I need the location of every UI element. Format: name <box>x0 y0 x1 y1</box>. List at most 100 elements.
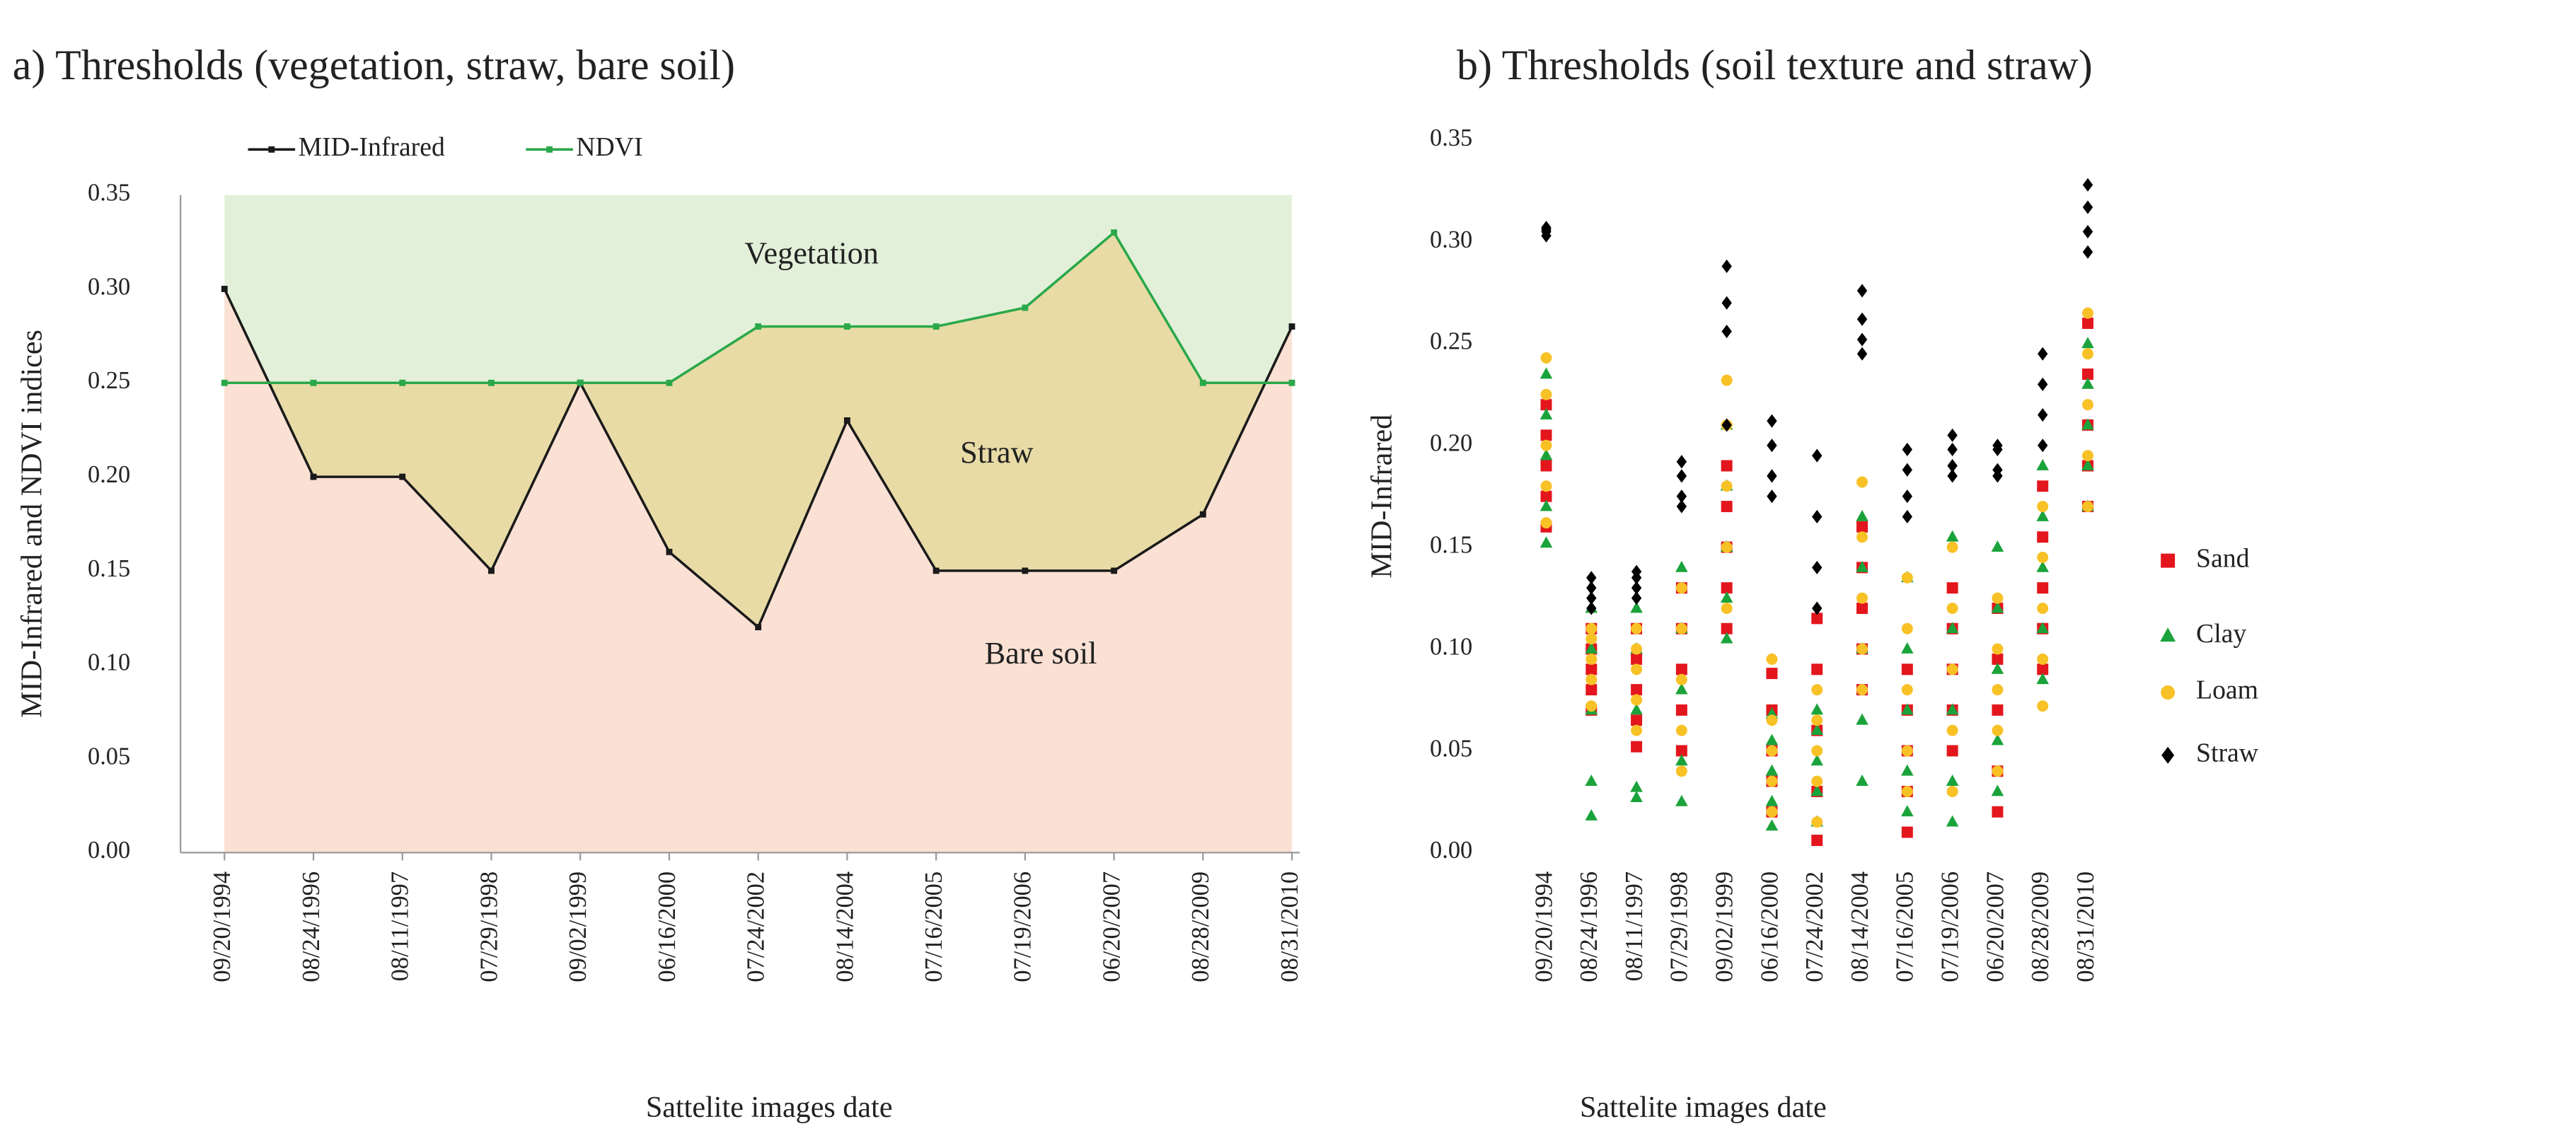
point <box>1540 439 1552 451</box>
y-tick-label: 0.00 <box>1430 837 1472 864</box>
point <box>1540 407 1553 419</box>
point <box>2037 347 2048 361</box>
point <box>1540 399 1552 411</box>
point <box>1675 582 1687 594</box>
point <box>1631 564 1642 579</box>
point <box>1902 442 1912 457</box>
point <box>1856 775 1869 786</box>
point <box>1811 816 1823 828</box>
point <box>1992 463 2003 477</box>
point <box>2037 480 2049 492</box>
point <box>1992 765 2004 777</box>
point <box>1288 323 1295 330</box>
point <box>1812 560 1823 574</box>
point <box>1675 704 1687 716</box>
legend-label: Clay <box>2196 619 2246 649</box>
x-tick-label: 07/19/2006 <box>1010 871 1036 982</box>
panel-b: b) Thresholds (soil texture and straw) 0.… <box>1365 42 2259 1124</box>
point <box>1540 388 1552 400</box>
x-tick-label: 09/02/1999 <box>1711 871 1738 982</box>
point <box>1856 476 1869 488</box>
point <box>1630 703 1643 715</box>
point <box>2036 458 2049 470</box>
point <box>1586 633 1598 645</box>
point <box>1288 379 1295 386</box>
point <box>1721 324 1732 339</box>
point <box>1991 540 2004 552</box>
point <box>1540 490 1552 502</box>
y-tick-label: 0.35 <box>1430 124 1472 151</box>
x-tick-label: 07/29/1998 <box>1666 871 1693 982</box>
point <box>488 567 495 574</box>
point <box>1901 684 1913 696</box>
point <box>1631 663 1643 676</box>
point <box>1631 622 1643 634</box>
point <box>1585 775 1598 786</box>
point <box>2036 509 2049 521</box>
point <box>1856 560 1869 572</box>
point <box>1676 455 1687 469</box>
point <box>1540 352 1552 364</box>
x-tick-label: 08/28/2009 <box>2027 871 2054 982</box>
point <box>666 548 673 555</box>
point <box>1767 439 1777 453</box>
point <box>1676 469 1687 483</box>
point <box>1631 591 1642 605</box>
point <box>1631 653 1643 665</box>
point <box>1675 683 1688 695</box>
point <box>1856 713 1869 725</box>
point <box>1901 622 1913 634</box>
point <box>1902 463 1912 477</box>
point <box>1946 815 1959 827</box>
point <box>1765 794 1779 806</box>
point <box>2037 439 2048 453</box>
point <box>1199 511 1206 518</box>
point <box>1812 448 1823 463</box>
point <box>1766 806 1778 818</box>
y-tick-label: 0.05 <box>88 743 130 770</box>
legend-marker <box>2160 627 2176 642</box>
point <box>1721 602 1733 614</box>
point <box>2082 200 2093 214</box>
point <box>577 379 584 386</box>
chart-title: a) Thresholds (vegetation, straw, bare s… <box>13 42 735 88</box>
x-tick-label: 09/20/1994 <box>209 871 236 982</box>
point <box>1675 765 1687 777</box>
x-tick-label: 08/28/2009 <box>1187 871 1214 982</box>
point <box>1856 347 1868 361</box>
x-axis-label: Sattelite images date <box>646 1091 893 1124</box>
point <box>2081 348 2093 360</box>
point <box>2036 622 2049 634</box>
point <box>1992 653 2004 665</box>
point <box>1675 794 1688 806</box>
point <box>1947 458 1958 473</box>
point <box>1856 643 1869 655</box>
point <box>2081 501 2093 513</box>
region-bare-soil <box>224 289 1293 853</box>
point <box>2081 318 2093 330</box>
point <box>1856 592 1869 604</box>
point <box>1675 622 1687 634</box>
point <box>1721 296 1732 310</box>
point <box>1766 668 1778 680</box>
point <box>1720 632 1733 644</box>
point <box>1856 284 1868 298</box>
point <box>843 323 850 330</box>
point <box>1721 582 1733 594</box>
point <box>1022 567 1029 574</box>
point <box>2037 602 2049 614</box>
point <box>1901 786 1913 797</box>
point <box>1022 304 1029 311</box>
point <box>1765 819 1779 831</box>
point <box>2081 307 2093 319</box>
y-tick-label: 0.30 <box>88 273 130 300</box>
point <box>2082 224 2093 239</box>
point <box>2036 560 2049 572</box>
point <box>1631 643 1643 655</box>
point <box>1765 734 1779 746</box>
y-axis-label: MID-Infrared and NDVI indices <box>15 330 48 718</box>
point <box>1856 521 1869 533</box>
x-tick-label: 07/19/2006 <box>1936 871 1963 982</box>
point <box>2037 377 2048 391</box>
point <box>1540 429 1552 441</box>
